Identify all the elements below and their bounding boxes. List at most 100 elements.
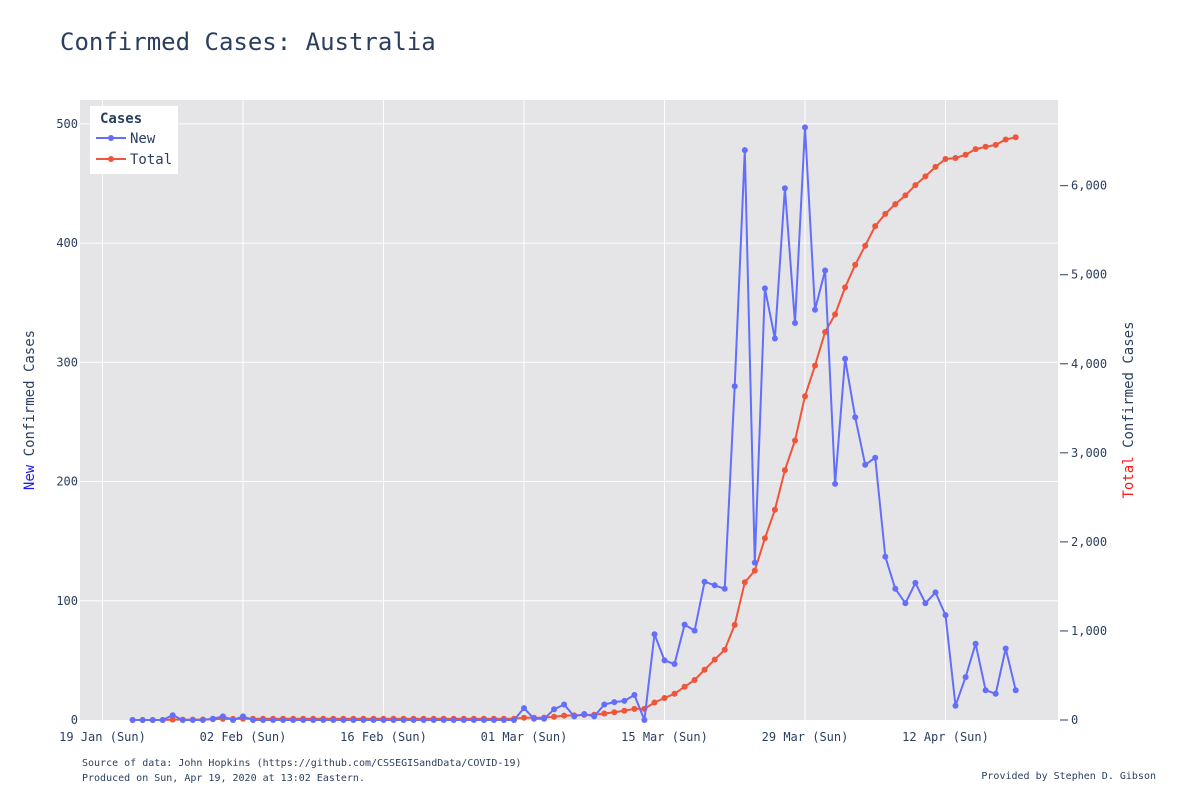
data-point-new	[541, 715, 548, 722]
data-point-new	[360, 717, 367, 723]
x-tick-label: 15 Mar (Sun)	[621, 730, 708, 744]
data-point-total	[832, 311, 839, 318]
data-point-new	[852, 414, 859, 421]
data-point-new	[902, 600, 909, 607]
data-point-new	[581, 711, 588, 717]
data-point-new	[741, 147, 748, 154]
y-right-title-text: Confirmed Cases	[1121, 321, 1137, 447]
y-right-title-prefix: Total	[1121, 456, 1137, 498]
y-right-axis-title: Total Confirmed Cases	[1121, 321, 1137, 498]
data-point-new	[601, 701, 608, 708]
data-point-new	[842, 355, 849, 362]
data-point-new	[219, 713, 226, 720]
data-point-new	[681, 621, 688, 628]
data-point-new	[812, 306, 818, 313]
data-point-total	[792, 437, 798, 444]
data-point-new	[400, 717, 407, 723]
data-point-new	[340, 717, 347, 723]
data-point-new	[250, 717, 256, 723]
data-point-total	[1002, 136, 1009, 143]
data-point-total	[621, 707, 628, 714]
data-point-total	[972, 146, 979, 153]
data-point-new	[771, 335, 778, 342]
data-point-new	[571, 713, 578, 720]
data-point-total	[822, 329, 829, 335]
data-point-new	[761, 285, 768, 292]
data-point-new	[280, 717, 287, 723]
data-point-total	[701, 666, 708, 673]
legend-item-new[interactable]: New	[96, 131, 156, 147]
data-point-new	[521, 705, 527, 712]
legend-label-new: New	[130, 131, 156, 147]
data-point-new	[159, 717, 166, 723]
data-point-new	[661, 657, 668, 664]
y-left-title-text: Confirmed Cases	[22, 330, 38, 456]
data-point-new	[792, 320, 798, 326]
data-point-new	[230, 717, 236, 723]
y-left-tick-label: 400	[56, 236, 78, 250]
legend-marker-new	[108, 135, 114, 141]
data-point-total	[721, 646, 728, 653]
data-point-new	[721, 585, 728, 592]
data-point-new	[952, 702, 959, 709]
data-point-new	[270, 717, 277, 723]
data-point-new	[621, 697, 628, 704]
legend[interactable]: Cases New Total	[90, 106, 178, 174]
data-point-total	[892, 201, 899, 208]
data-point-new	[531, 715, 537, 722]
data-point-new	[199, 717, 206, 723]
data-point-total	[982, 143, 989, 150]
data-point-total	[691, 677, 698, 683]
data-point-new	[209, 715, 216, 722]
data-point-total	[781, 467, 788, 474]
data-point-new	[651, 631, 658, 638]
data-point-total	[1012, 134, 1019, 141]
data-point-total	[711, 656, 718, 663]
data-point-total	[671, 690, 678, 697]
grid-layer	[80, 100, 1058, 720]
data-point-new	[380, 717, 387, 723]
y-left-tick-label: 0	[71, 713, 78, 727]
legend-item-total[interactable]: Total	[96, 152, 172, 168]
data-point-total	[661, 695, 668, 701]
legend-title: Cases	[100, 111, 142, 127]
y-right-tick-label: 3,000	[1071, 446, 1107, 460]
data-point-total	[802, 393, 808, 400]
data-point-total	[681, 683, 688, 690]
legend-label-total: Total	[130, 152, 172, 168]
data-point-new	[802, 124, 808, 131]
data-point-new	[350, 717, 357, 723]
data-point-total	[932, 163, 939, 170]
x-tick-label: 19 Jan (Sun)	[59, 730, 146, 744]
data-point-new	[862, 461, 869, 468]
data-point-new	[240, 713, 246, 720]
data-point-total	[882, 210, 889, 217]
data-point-new	[992, 690, 999, 697]
y-left-tick-label: 100	[56, 594, 78, 608]
data-point-new	[671, 661, 678, 667]
data-point-new	[912, 579, 919, 586]
data-point-new	[942, 612, 949, 619]
data-point-new	[450, 717, 457, 723]
data-point-new	[480, 717, 487, 723]
data-point-new	[551, 706, 558, 713]
data-point-new	[1012, 687, 1019, 694]
data-point-new	[962, 674, 969, 681]
data-point-new	[561, 701, 568, 708]
data-point-new	[832, 480, 839, 487]
data-point-total	[611, 709, 618, 716]
data-point-new	[300, 717, 307, 723]
axis-layer: 0 100 200 300 400 500 19 Jan (Sun) 02 Feb (Sun)…	[56, 117, 1107, 744]
y-right-tick-label: 4,000	[1071, 357, 1107, 371]
x-tick-label: 01 Mar (Sun)	[481, 730, 568, 744]
y-right-tick-label: 6,000	[1071, 179, 1107, 193]
data-point-new	[631, 692, 638, 698]
data-point-total	[751, 567, 758, 574]
data-point-total	[561, 712, 568, 719]
data-point-new	[511, 717, 517, 723]
y-right-tick-label: 5,000	[1071, 268, 1107, 282]
data-point-total	[942, 156, 949, 162]
y-left-tick-label: 500	[56, 117, 78, 131]
data-point-total	[962, 151, 969, 158]
